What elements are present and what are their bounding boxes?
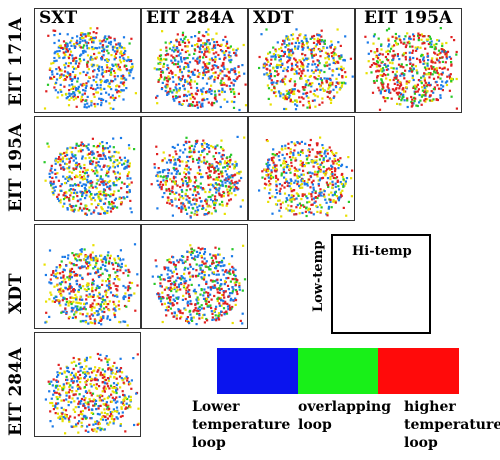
panel-r3-c0: [34, 332, 141, 437]
loop-scatter-plot: [153, 28, 247, 112]
loop-scatter-plot: [364, 27, 458, 111]
row-label-eit-284a: EIT 284A: [6, 347, 26, 436]
loop-scatter-plot: [43, 27, 137, 110]
legend-label-higher: higher temperature loop: [404, 399, 500, 451]
panel-r0-c2: XDT: [248, 8, 355, 113]
legend-label-overlapping: overlapping loop: [298, 399, 392, 433]
loop-scatter-plot: [151, 244, 247, 326]
loop-scatter-plot: [43, 243, 139, 327]
column-title-eit-284a: EIT 284A: [146, 8, 235, 28]
legend-label-lower: Lower temperature loop: [192, 399, 291, 451]
column-title-xdt: XDT: [253, 8, 294, 28]
panel-r2-c0: [34, 224, 141, 329]
panel-r0-c0: SXT: [34, 8, 141, 113]
column-title-sxt: SXT: [39, 8, 78, 28]
row-label-xdt: XDT: [6, 273, 26, 314]
loop-scatter-plot: [258, 28, 354, 111]
panel-r1-c0: [34, 116, 141, 221]
loop-scatter-plot: [150, 135, 246, 219]
panel-r2-c1: [141, 224, 248, 329]
loop-scatter-plot: [43, 136, 136, 216]
row-label-eit-195a: EIT 195A: [6, 123, 26, 212]
column-title-eit-195a: EIT 195A: [364, 8, 453, 28]
legend-swatch-blue: [217, 348, 298, 394]
panel-r1-c2: [248, 116, 355, 221]
loop-scatter-plot: [258, 136, 354, 218]
legend-swatch-red: [378, 348, 459, 394]
panel-r0-c3: EIT 195A: [355, 8, 462, 113]
low-temp-label: Low-temp: [311, 240, 326, 312]
panel-r1-c1: [141, 116, 248, 221]
key-box: [331, 234, 431, 334]
legend-swatch-green: [298, 348, 378, 394]
row-label-eit-171a: EIT 171A: [6, 17, 26, 106]
hi-temp-label: Hi-temp: [352, 244, 412, 259]
panel-r0-c1: EIT 284A: [141, 8, 248, 113]
loop-scatter-plot: [44, 352, 140, 435]
